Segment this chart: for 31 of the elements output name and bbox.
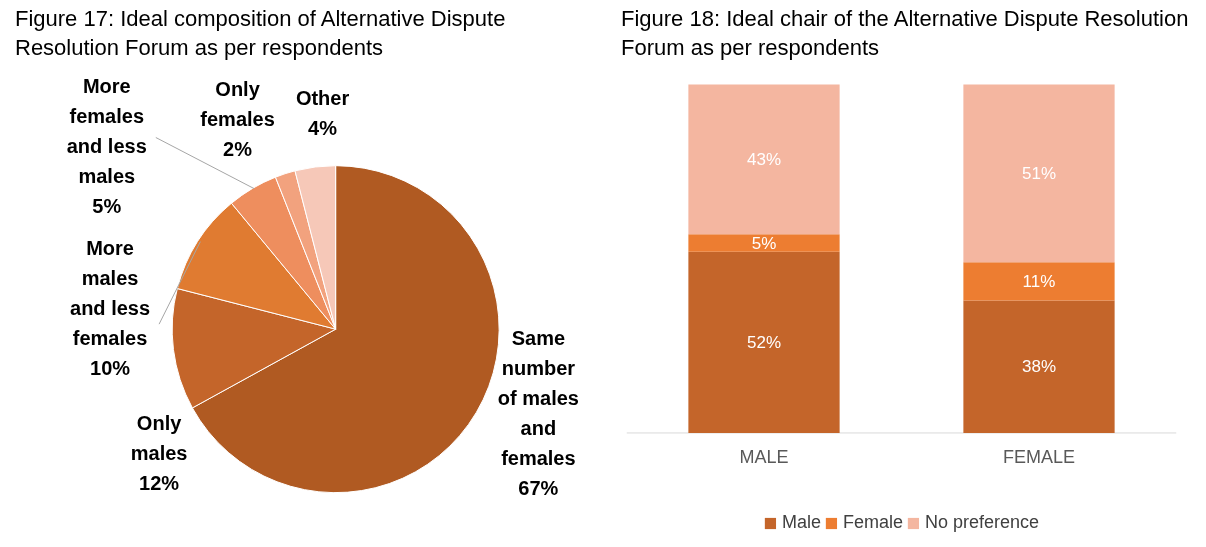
data-label: 10%	[90, 356, 131, 379]
legend-label: Female	[842, 512, 903, 533]
data-label: 5%	[92, 194, 122, 217]
bar	[688, 251, 840, 433]
legend-label: Male	[781, 512, 821, 533]
legend-label: No preference	[924, 512, 1040, 533]
data-label: 5%	[751, 233, 777, 253]
data-label: 67%	[518, 476, 559, 499]
data-label: 2%	[223, 138, 253, 161]
chart-title: Figure 17: Ideal composition of Alternative Dispute Resolution Forum as per respondents	[15, 5, 507, 62]
bar	[688, 234, 840, 252]
data-label: 4%	[308, 116, 338, 139]
data-label: 51%	[1021, 163, 1057, 183]
bar	[688, 84, 840, 235]
slice-label: Other	[295, 86, 350, 109]
data-label: 38%	[1021, 357, 1057, 377]
x-tick-label: MALE	[739, 446, 789, 467]
slice-label: More males and less females	[70, 236, 151, 349]
bar	[963, 300, 1115, 433]
data-label: 12%	[139, 471, 180, 494]
slice-label: Only females	[200, 78, 275, 131]
x-tick-label: FEMALE	[1002, 446, 1076, 467]
slice-label: Only males	[130, 411, 188, 464]
slice-label: More females and less males	[66, 74, 147, 187]
data-label: 11%	[1022, 271, 1056, 291]
chart-title: Figure 18: Ideal chair of the Alternative Dispute Resolution Forum as per respondents	[621, 5, 1190, 62]
data-label: 43%	[746, 149, 782, 169]
data-label: 52%	[746, 332, 782, 352]
bar	[963, 262, 1115, 301]
bar	[963, 84, 1115, 263]
slice-label: Same number of males and females	[497, 326, 579, 469]
